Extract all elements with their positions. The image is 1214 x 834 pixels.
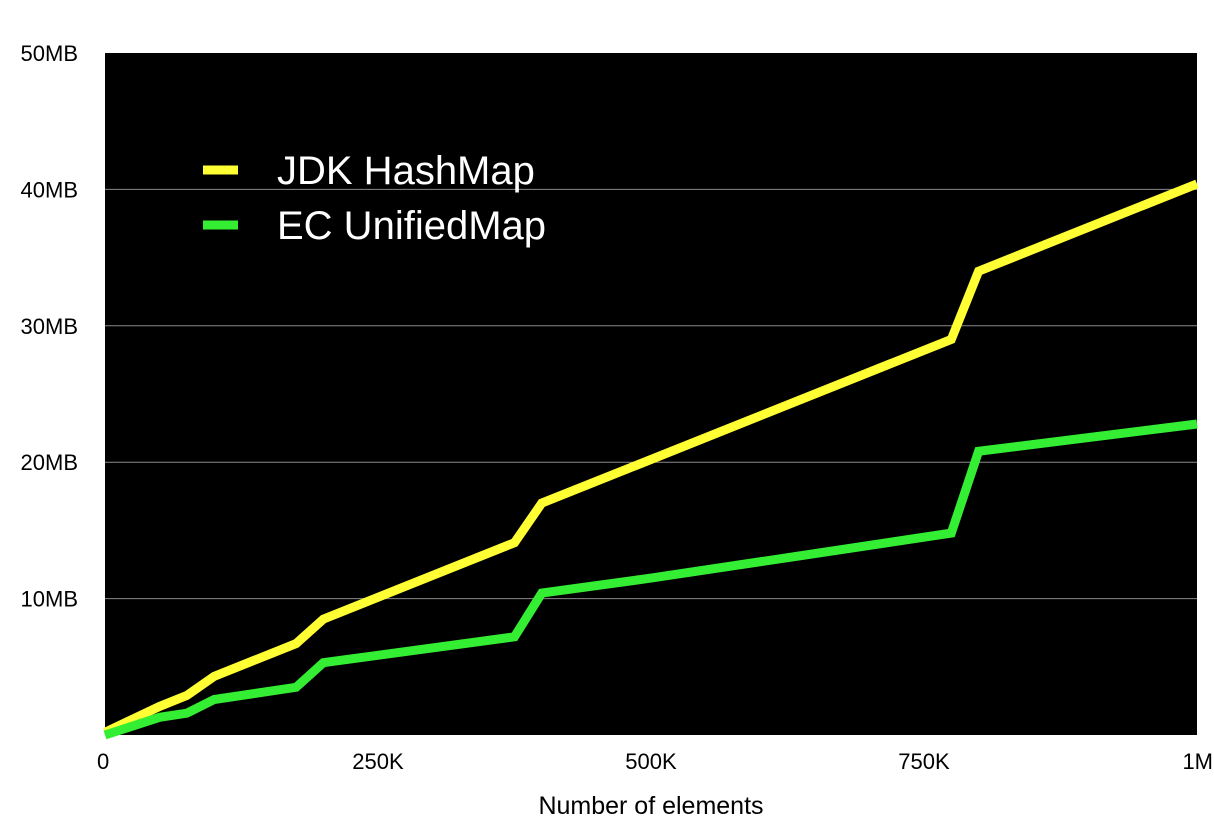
legend-label: EC UnifiedMap (277, 204, 546, 248)
y-tick-label: 40MB (21, 177, 78, 202)
x-tick-label: 250K (352, 749, 404, 774)
x-tick-label: 1M (1182, 749, 1213, 774)
y-tick-label: 20MB (21, 450, 78, 475)
x-tick-label: 500K (625, 749, 677, 774)
y-axis-ticks: 10MB 20MB 30MB 40MB 50MB (21, 41, 78, 612)
y-tick-label: 30MB (21, 314, 78, 339)
series-line-jdk-hashmap (103, 179, 1199, 737)
gridlines (105, 188, 1197, 600)
x-axis-title: Number of elements (538, 792, 763, 820)
series-line-ec-unifiedmap (103, 419, 1198, 740)
x-axis-ticks: 0 250K 500K 750K 1M (97, 749, 1213, 774)
series-lines (103, 179, 1199, 740)
plot-background (105, 53, 1197, 735)
legend: JDK HashMap EC UnifiedMap (203, 149, 546, 248)
y-tick-label: 50MB (21, 41, 78, 66)
x-tick-label: 750K (898, 749, 950, 774)
legend-label: JDK HashMap (277, 149, 535, 193)
x-tick-label: 0 (97, 749, 109, 774)
y-tick-label: 10MB (21, 587, 78, 612)
